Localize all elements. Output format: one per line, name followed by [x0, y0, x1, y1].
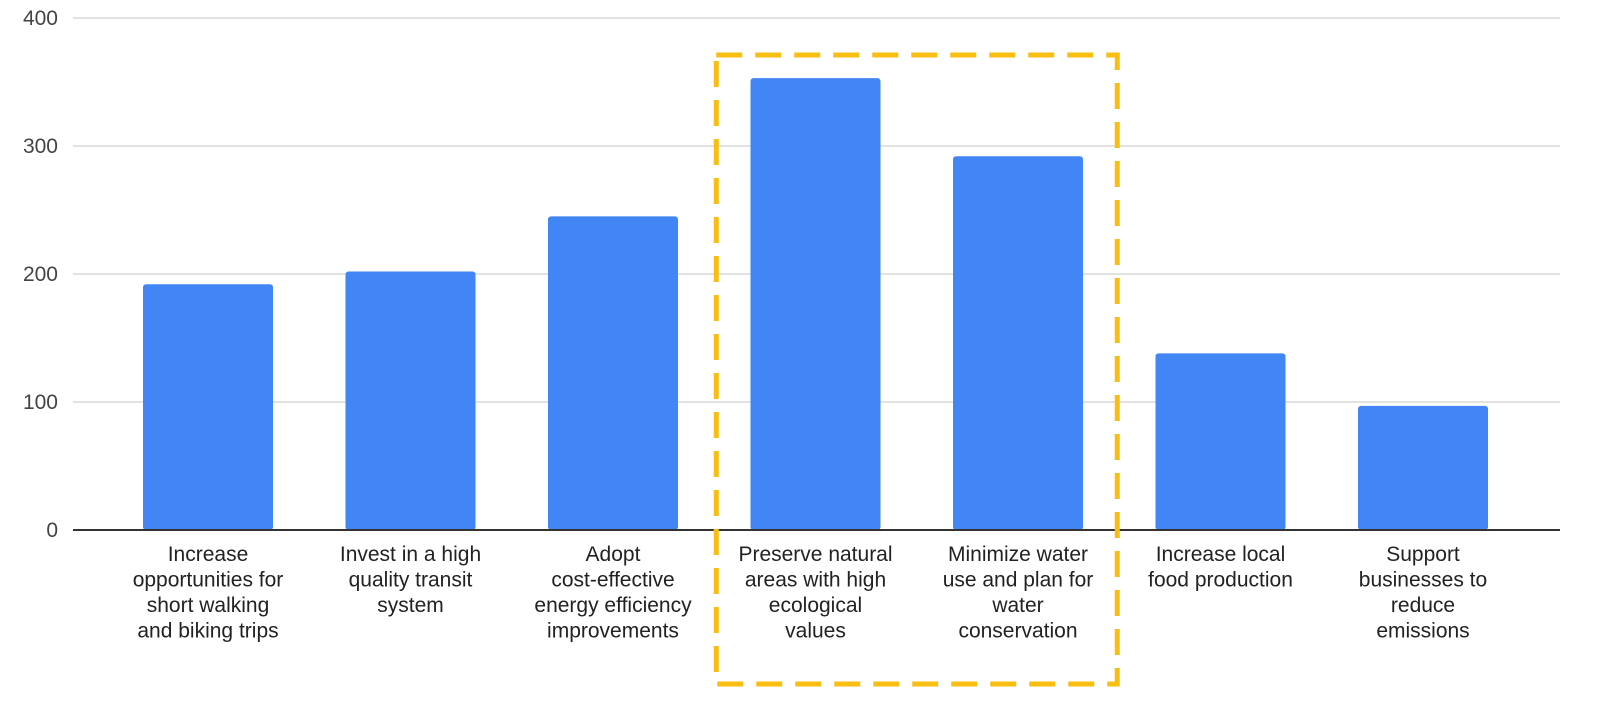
bar — [143, 284, 273, 530]
x-category-label-line: use and plan for — [943, 569, 1094, 592]
x-category-label-line: values — [785, 620, 846, 643]
x-category-label-line: water — [991, 594, 1043, 617]
x-category-label: Support businesses to reduce emissions — [1359, 543, 1487, 643]
x-category-label-line: Adopt — [586, 543, 641, 566]
bar — [953, 156, 1083, 531]
x-category-label-line: reduce — [1391, 594, 1455, 617]
bars — [143, 78, 1488, 531]
x-category-label-line: and biking trips — [137, 620, 278, 643]
x-category-label: Preserve natural areas with high ecologica… — [738, 543, 892, 643]
x-category-label-line: Invest in a high — [340, 543, 481, 566]
x-category-label-line: businesses to — [1359, 569, 1487, 592]
x-category-label-line: cost-effective — [551, 569, 674, 592]
x-category-label-line: system — [377, 594, 444, 617]
y-tick-label: 400 — [23, 7, 58, 30]
x-category-label-line: food production — [1148, 569, 1293, 592]
x-category-label-line: Increase — [168, 543, 249, 566]
bar — [750, 78, 881, 530]
x-category-label: Adopt cost-effective energy efficiency impr… — [534, 543, 692, 643]
x-category-label-line: energy efficiency — [534, 594, 692, 617]
x-category-label-line: Preserve natural — [738, 543, 892, 566]
x-category-label-line: Support — [1386, 543, 1460, 566]
x-category-label-line: Minimize water — [948, 543, 1088, 566]
x-category-label-line: short walking — [147, 594, 270, 617]
y-tick-label: 0 — [46, 519, 58, 542]
y-tick-label: 200 — [23, 263, 58, 286]
highlight-box — [713, 52, 1120, 687]
x-category-label: Invest in a high quality transit system — [340, 543, 481, 617]
x-category-label-line: Increase local — [1156, 543, 1286, 566]
x-category-label-line: areas with high — [745, 569, 886, 592]
x-category-label-line: quality transit — [349, 569, 473, 592]
x-category-label: Minimize water use and plan for water conse… — [943, 543, 1094, 643]
x-category-label-line: improvements — [547, 620, 679, 643]
highlight-dashed-box — [713, 52, 1120, 687]
y-tick-label: 100 — [23, 391, 58, 414]
y-tick-label: 300 — [23, 135, 58, 158]
bar — [1358, 405, 1488, 530]
x-category-label: Increase local food production — [1148, 543, 1293, 592]
bar — [548, 216, 678, 530]
x-category-label-line: emissions — [1376, 620, 1469, 643]
x-category-label-line: opportunities for — [133, 569, 284, 592]
x-axis-category-labels: Increase opportunities for short walking an… — [133, 543, 1488, 643]
bar — [1155, 353, 1286, 530]
x-category-label-line: conservation — [958, 620, 1077, 643]
x-category-label-line: ecological — [769, 594, 862, 617]
y-axis-ticks: 0 100 200 300 400 — [23, 7, 58, 542]
bar — [345, 271, 476, 530]
x-category-label: Increase opportunities for short walking an… — [133, 543, 284, 643]
